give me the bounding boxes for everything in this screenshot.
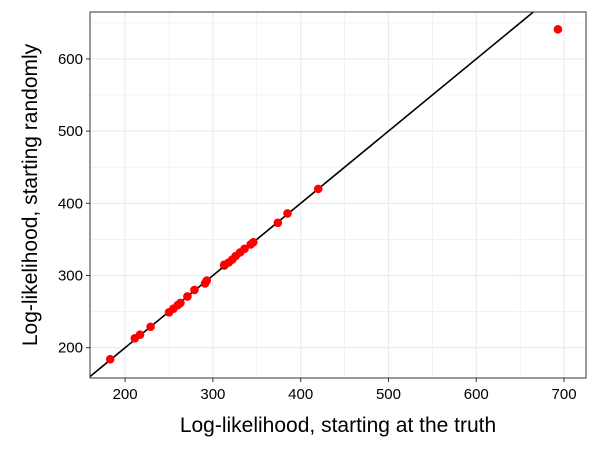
data-point: [183, 292, 192, 301]
y-tick-label: 200: [58, 340, 83, 357]
data-point: [273, 218, 283, 228]
grid-minor: [90, 12, 586, 378]
y-axis-ticks: 200 300 400 500 600: [58, 51, 90, 357]
x-axis-title: Log-likelihood, starting at the truth: [180, 414, 496, 437]
x-axis-ticks: 200 300 400 500 600 700: [113, 378, 577, 403]
x-tick-label: 500: [376, 386, 401, 403]
plot-content: [90, 12, 563, 378]
panel-border: [89, 11, 587, 379]
data-point: [240, 244, 249, 254]
data-point: [248, 237, 258, 247]
data-point: [313, 184, 323, 194]
y-tick-label: 600: [58, 51, 83, 68]
grid-major: [90, 12, 586, 378]
y-tick-label: 500: [58, 123, 83, 140]
data-point: [553, 25, 563, 34]
data-point: [176, 298, 185, 308]
x-tick-label: 700: [552, 386, 577, 403]
x-tick-label: 400: [288, 386, 313, 403]
data-point: [135, 330, 145, 339]
data-point: [202, 276, 212, 285]
x-tick-label: 200: [113, 386, 138, 403]
data-point: [146, 322, 155, 332]
y-tick-label: 300: [58, 267, 83, 284]
x-tick-label: 300: [200, 386, 225, 403]
data-point: [105, 354, 115, 364]
data-point: [283, 209, 292, 218]
y-axis-title: Log-likelihood, starting randomly: [19, 43, 42, 346]
y-tick-label: 400: [58, 195, 83, 212]
data-point: [190, 285, 199, 295]
x-tick-label: 600: [464, 386, 489, 403]
